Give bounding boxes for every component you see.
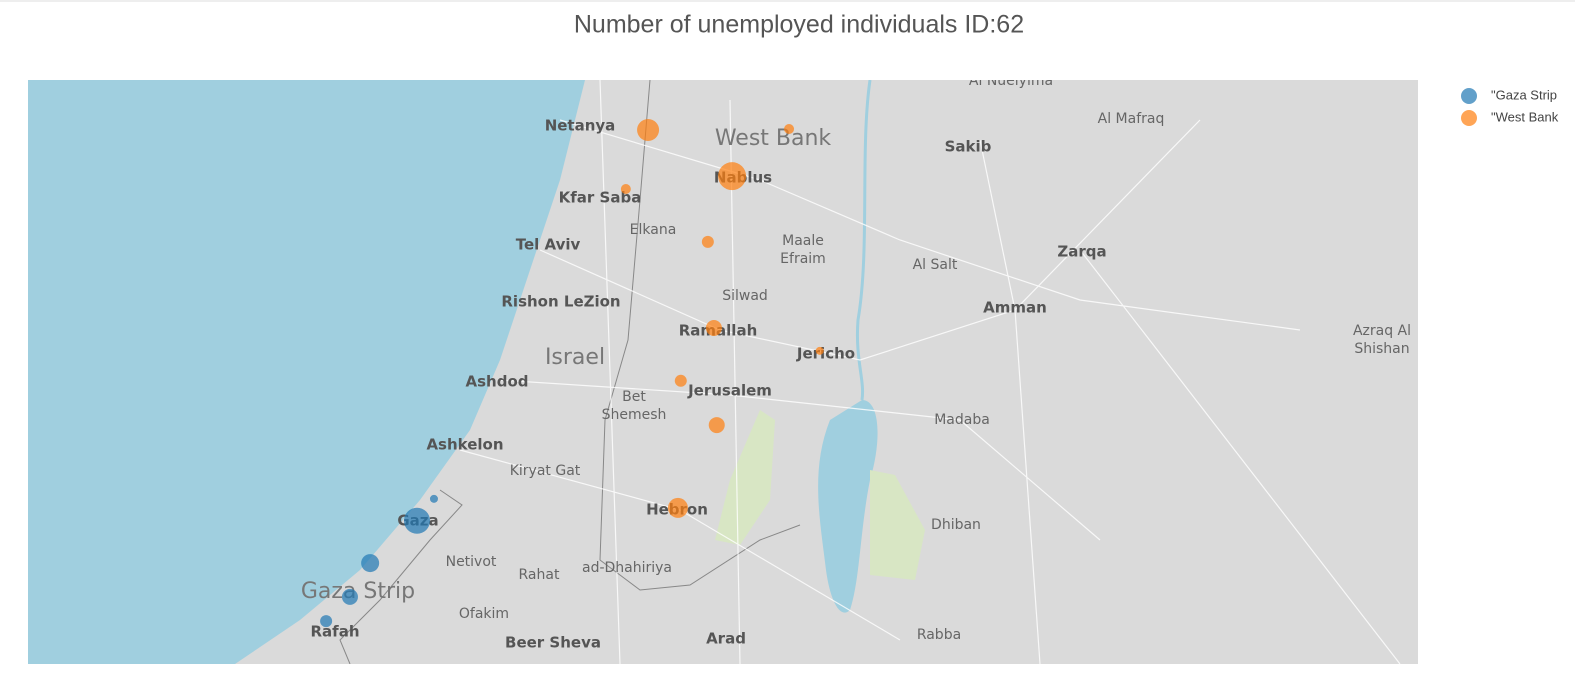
map-label: ad-Dhahiriya: [582, 560, 672, 576]
legend-label: "West Bank: [1491, 109, 1559, 124]
top-border: [0, 0, 1575, 2]
map-label: Sakib: [945, 138, 992, 156]
map-label: Madaba: [934, 412, 990, 428]
bubble: [620, 183, 631, 194]
map-label: Rishon LeZion: [501, 293, 620, 311]
map-label: Jerusalem: [687, 382, 772, 400]
map-label: Gaza Strip: [301, 579, 415, 604]
map-label: Shishan: [1354, 341, 1409, 357]
map-label: Kiryat Gat: [510, 463, 581, 479]
map-label: Arad: [706, 630, 746, 648]
map-label: Ashdod: [466, 373, 529, 391]
map-label: Israel: [545, 345, 605, 370]
map-label: Maale: [782, 233, 824, 249]
legend-marker: [1461, 88, 1477, 104]
park: [870, 470, 925, 580]
map: Al Nueiyima Netanya West Bank Al Mafraq …: [28, 73, 1418, 664]
map-label: Efraim: [780, 251, 826, 267]
bubble: [361, 554, 380, 573]
map-label: Rafah: [311, 623, 360, 641]
border: [599, 80, 801, 591]
map-label: Rahat: [519, 567, 560, 583]
map-label: Kfar Saba: [559, 189, 642, 207]
map-label: Azraq Al: [1353, 323, 1411, 339]
map-label: Silwad: [722, 288, 768, 304]
chart-title: Number of unemployed individuals ID:62: [574, 11, 1024, 39]
bubble: [320, 615, 333, 628]
legend-label: "Gaza Strip: [1491, 87, 1557, 102]
bubble: [815, 346, 824, 355]
sea: [28, 80, 585, 664]
bubble: [667, 497, 688, 518]
map-label: Rabba: [917, 627, 961, 643]
bubble: [403, 507, 431, 534]
bubble: [701, 235, 714, 248]
map-label: Elkana: [630, 222, 677, 238]
map-label: Dhiban: [931, 517, 981, 533]
jordan-river: [855, 80, 872, 401]
legend: "Gaza Strip "West Bank: [1461, 87, 1559, 126]
dead-sea: [818, 400, 878, 613]
map-label: Al Salt: [913, 257, 958, 273]
park: [715, 410, 775, 545]
map-label: Bet: [622, 389, 646, 405]
map-label: Ofakim: [459, 606, 509, 622]
map-label: Al Nueiyima: [969, 73, 1053, 89]
map-label: Amman: [983, 299, 1047, 317]
map-label: Beer Sheva: [505, 634, 601, 652]
map-label: Jericho: [796, 345, 855, 363]
bubble: [674, 374, 687, 387]
legend-marker: [1461, 110, 1477, 126]
map-label: Shemesh: [602, 407, 667, 423]
bubble: [429, 494, 438, 503]
bubble: [708, 417, 725, 434]
bubble: [784, 124, 795, 135]
bubble: [637, 118, 660, 141]
map-label: Tel Aviv: [516, 236, 581, 254]
map-label: Netanya: [545, 117, 616, 135]
bubble: [718, 162, 747, 191]
map-label: Zarqa: [1057, 243, 1106, 261]
map-label: West Bank: [715, 126, 832, 151]
bubble: [341, 588, 358, 605]
map-label: Ashkelon: [426, 436, 503, 454]
bubble: [705, 319, 722, 336]
map-label: Netivot: [446, 554, 497, 570]
border: [339, 489, 463, 664]
map-label: Al Mafraq: [1098, 111, 1165, 127]
